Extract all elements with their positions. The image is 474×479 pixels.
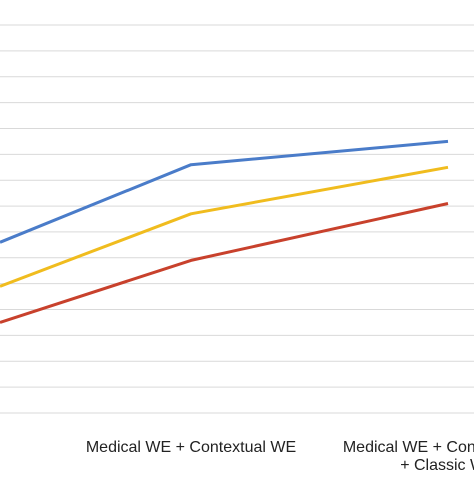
gridlines bbox=[0, 24, 474, 414]
x-tick-label-1-line-1: Medical WE + Contextual WE bbox=[86, 439, 296, 456]
x-tick-label-2-line-2: + Classic WE bbox=[400, 457, 474, 474]
series-lines bbox=[0, 139, 449, 324]
x-tick-label-2-line-1: Medical WE + Contextual WE bbox=[343, 439, 474, 456]
series-line-2 bbox=[0, 165, 449, 288]
series-line-1 bbox=[0, 139, 449, 244]
series-line-3 bbox=[0, 202, 449, 324]
x-axis-labels: Medical WE + Contextual WE Medical WE + C… bbox=[86, 439, 474, 474]
